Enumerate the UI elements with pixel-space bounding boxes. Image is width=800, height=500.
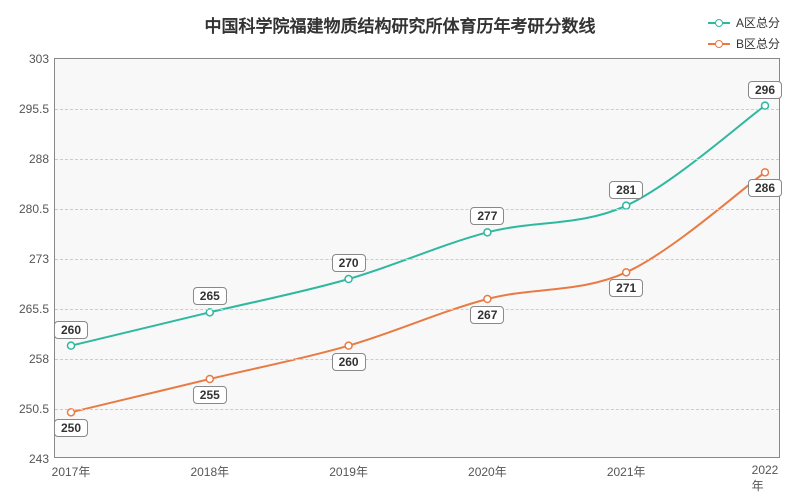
data-point bbox=[484, 229, 491, 236]
point-label: 281 bbox=[609, 181, 643, 199]
legend-swatch-a bbox=[708, 22, 730, 24]
data-point bbox=[345, 276, 352, 283]
x-tick-label: 2022年 bbox=[752, 457, 779, 494]
gridline bbox=[55, 209, 779, 210]
y-tick-label: 295.5 bbox=[19, 102, 55, 116]
point-label: 277 bbox=[470, 207, 504, 225]
gridline bbox=[55, 159, 779, 160]
point-label: 265 bbox=[193, 287, 227, 305]
data-point bbox=[206, 376, 213, 383]
x-tick-label: 2018年 bbox=[190, 457, 229, 480]
gridline bbox=[55, 309, 779, 310]
data-point bbox=[68, 342, 75, 349]
x-tick-label: 2021年 bbox=[607, 457, 646, 480]
data-point bbox=[623, 269, 630, 276]
legend-item-a: A区总分 bbox=[708, 14, 780, 31]
y-tick-label: 258 bbox=[29, 352, 55, 366]
plot-area: 243250.5258265.5273280.5288295.53032017年… bbox=[54, 58, 780, 458]
y-tick-label: 250.5 bbox=[19, 402, 55, 416]
point-label: 260 bbox=[332, 353, 366, 371]
chart-container: 中国科学院福建物质结构研究所体育历年考研分数线 A区总分 B区总分 243250… bbox=[0, 0, 800, 500]
chart-title: 中国科学院福建物质结构研究所体育历年考研分数线 bbox=[205, 12, 596, 37]
point-label: 286 bbox=[748, 179, 782, 197]
data-point bbox=[762, 169, 769, 176]
x-tick-label: 2019年 bbox=[329, 457, 368, 480]
point-label: 250 bbox=[54, 419, 88, 437]
legend-label-b: B区总分 bbox=[736, 35, 780, 52]
y-tick-label: 273 bbox=[29, 252, 55, 266]
data-point bbox=[345, 342, 352, 349]
gridline bbox=[55, 409, 779, 410]
point-label: 271 bbox=[609, 279, 643, 297]
y-tick-label: 288 bbox=[29, 152, 55, 166]
gridline bbox=[55, 259, 779, 260]
y-tick-label: 303 bbox=[29, 52, 55, 66]
legend-swatch-b bbox=[708, 43, 730, 45]
point-label: 270 bbox=[332, 254, 366, 272]
point-label: 255 bbox=[193, 386, 227, 404]
gridline bbox=[55, 109, 779, 110]
x-tick-label: 2017年 bbox=[52, 457, 91, 480]
point-label: 296 bbox=[748, 81, 782, 99]
point-label: 260 bbox=[54, 321, 88, 339]
point-label: 267 bbox=[470, 306, 504, 324]
y-tick-label: 265.5 bbox=[19, 302, 55, 316]
y-tick-label: 280.5 bbox=[19, 202, 55, 216]
gridline bbox=[55, 359, 779, 360]
legend-item-b: B区总分 bbox=[708, 35, 780, 52]
legend-label-a: A区总分 bbox=[736, 14, 780, 31]
data-point bbox=[484, 296, 491, 303]
legend: A区总分 B区总分 bbox=[708, 14, 780, 56]
x-tick-label: 2020年 bbox=[468, 457, 507, 480]
